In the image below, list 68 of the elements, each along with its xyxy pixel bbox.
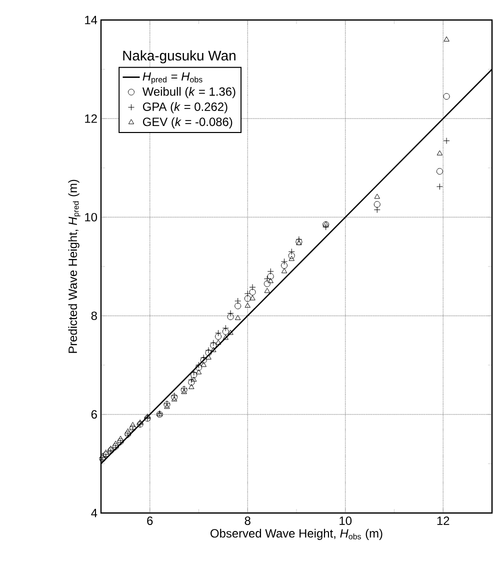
point bbox=[195, 364, 202, 371]
point bbox=[137, 420, 143, 425]
y-tick-label: 10 bbox=[85, 212, 98, 222]
point bbox=[443, 93, 450, 100]
point bbox=[118, 436, 124, 441]
point bbox=[190, 372, 198, 378]
point bbox=[268, 278, 274, 284]
point bbox=[234, 298, 242, 304]
x-tick-label: 10 bbox=[340, 516, 352, 525]
point bbox=[144, 414, 150, 419]
legend-label: GEV (k = -0.086) bbox=[142, 117, 232, 128]
point bbox=[215, 330, 222, 336]
legend-label: Weibull (k = 1.36) bbox=[142, 87, 236, 98]
x-tick-label: 8 bbox=[244, 516, 250, 525]
point bbox=[436, 183, 443, 190]
point bbox=[235, 315, 241, 320]
legend-label: GPA (k = 0.262) bbox=[142, 102, 228, 114]
point bbox=[200, 356, 207, 364]
point bbox=[264, 276, 270, 282]
point bbox=[322, 224, 330, 230]
point bbox=[222, 324, 229, 332]
point bbox=[210, 342, 217, 349]
point bbox=[249, 288, 256, 296]
point bbox=[188, 379, 195, 386]
point bbox=[281, 258, 288, 265]
y-tick-label: 4 bbox=[91, 508, 98, 518]
point bbox=[281, 268, 288, 274]
y-axis-title: Predicted Wave Height, H$_{pred}$ (m) bbox=[68, 180, 80, 353]
y-tick-label: 8 bbox=[91, 312, 97, 320]
y-tick-label: 14 bbox=[85, 16, 98, 24]
point bbox=[227, 310, 234, 317]
point bbox=[374, 206, 380, 214]
point bbox=[249, 284, 256, 290]
point bbox=[374, 194, 380, 199]
point bbox=[171, 396, 178, 402]
point bbox=[100, 453, 106, 458]
point bbox=[267, 273, 274, 280]
point bbox=[444, 36, 450, 42]
point bbox=[130, 422, 136, 427]
x-tick-label: 6 bbox=[147, 516, 153, 525]
point bbox=[443, 138, 450, 144]
point bbox=[267, 268, 274, 275]
legend-title: Naka-gusuku Wan bbox=[123, 50, 236, 64]
point bbox=[234, 302, 242, 310]
point bbox=[215, 340, 222, 345]
point bbox=[288, 252, 295, 259]
x-tick-label: 12 bbox=[437, 516, 450, 525]
point bbox=[205, 350, 212, 356]
point bbox=[215, 333, 222, 340]
point bbox=[244, 302, 250, 308]
x-axis-title: Observed Wave Height, H$_{obs}$ (m) bbox=[210, 528, 382, 540]
point bbox=[281, 262, 288, 269]
point bbox=[181, 388, 187, 394]
point bbox=[436, 168, 443, 175]
y-tick-label: 12 bbox=[85, 114, 97, 123]
point bbox=[374, 201, 380, 208]
point bbox=[250, 295, 256, 300]
legend-label: H$_{pred}$ = H$_{obs}$ bbox=[142, 72, 202, 84]
point bbox=[296, 236, 302, 243]
point bbox=[264, 288, 270, 293]
point bbox=[222, 334, 228, 340]
point bbox=[164, 404, 170, 409]
y-tick-label: 6 bbox=[91, 410, 97, 419]
point bbox=[244, 290, 251, 297]
point bbox=[436, 150, 443, 156]
point bbox=[264, 280, 270, 288]
point bbox=[244, 295, 251, 302]
point bbox=[227, 314, 234, 320]
